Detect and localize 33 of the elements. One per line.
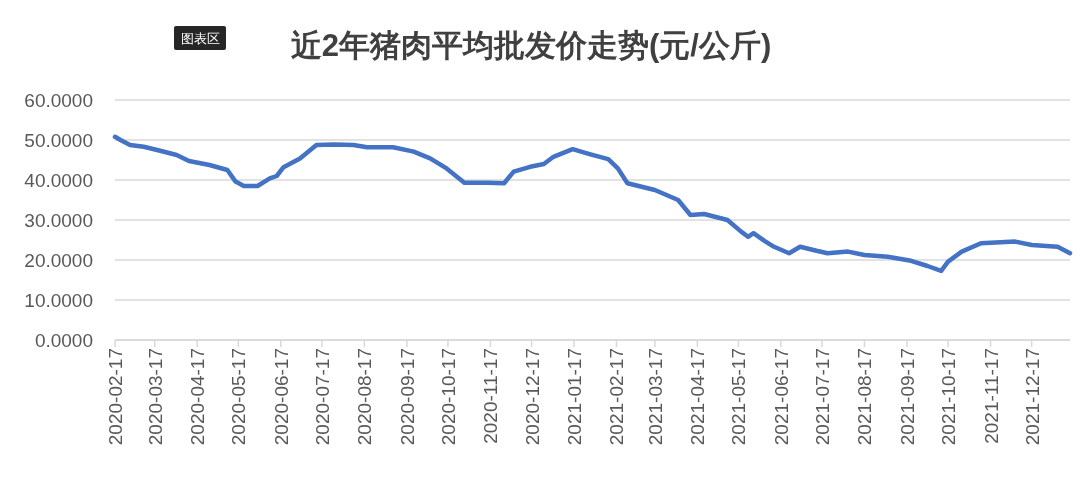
y-tick-label: 40.0000 xyxy=(24,170,93,191)
x-tick-label: 2021-01-17 xyxy=(564,348,585,446)
x-tick-label: 2021-12-17 xyxy=(1021,348,1043,446)
x-tick-label: 2021-10-17 xyxy=(938,348,960,446)
x-tick-label: 2021-06-17 xyxy=(770,348,792,446)
chart-title: 近2年猪肉平均批发价走势(元/公斤) xyxy=(290,28,772,63)
x-tick-label: 2020-12-17 xyxy=(521,348,543,446)
line-series xyxy=(112,134,1073,274)
y-tick-label: 0.0000 xyxy=(34,330,93,351)
x-tick-label: 2020-09-17 xyxy=(396,348,418,446)
x-tick-label: 2020-11-17 xyxy=(480,348,502,444)
x-tick-label: 2021-09-17 xyxy=(896,348,918,446)
x-tick-label: 2020-03-17 xyxy=(144,348,166,446)
x-tick-label: 2021-08-17 xyxy=(854,348,876,446)
x-tick-label: 2021-05-17 xyxy=(728,348,750,446)
x-tick-label: 2021-11-17 xyxy=(980,348,1002,444)
y-tick-label: 30.0000 xyxy=(24,210,93,231)
x-tick-label: 2020-07-17 xyxy=(311,348,333,446)
x-tick-label: 2020-05-17 xyxy=(228,348,250,446)
x-tick-label: 2020-10-17 xyxy=(437,348,459,446)
x-tick-label: 2021-07-17 xyxy=(812,348,833,446)
y-tick-label: 60.0000 xyxy=(24,90,93,111)
x-tick-label: 2020-08-17 xyxy=(354,348,376,446)
x-tick-label: 2020-06-17 xyxy=(270,348,292,446)
y-tick-label: 10.0000 xyxy=(24,290,93,311)
x-tick-label: 2021-04-17 xyxy=(687,348,709,446)
x-tick-label: 2021-03-17 xyxy=(644,348,666,446)
y-tick-label: 50.0000 xyxy=(24,130,93,151)
y-tick-label: 20.0000 xyxy=(24,250,93,271)
text: 图表区 xyxy=(180,31,220,46)
x-tick-label: 2021-02-17 xyxy=(606,348,628,446)
x-tick-label: 2020-02-17 xyxy=(105,348,126,446)
x-tick-label: 2020-04-17 xyxy=(187,348,209,446)
